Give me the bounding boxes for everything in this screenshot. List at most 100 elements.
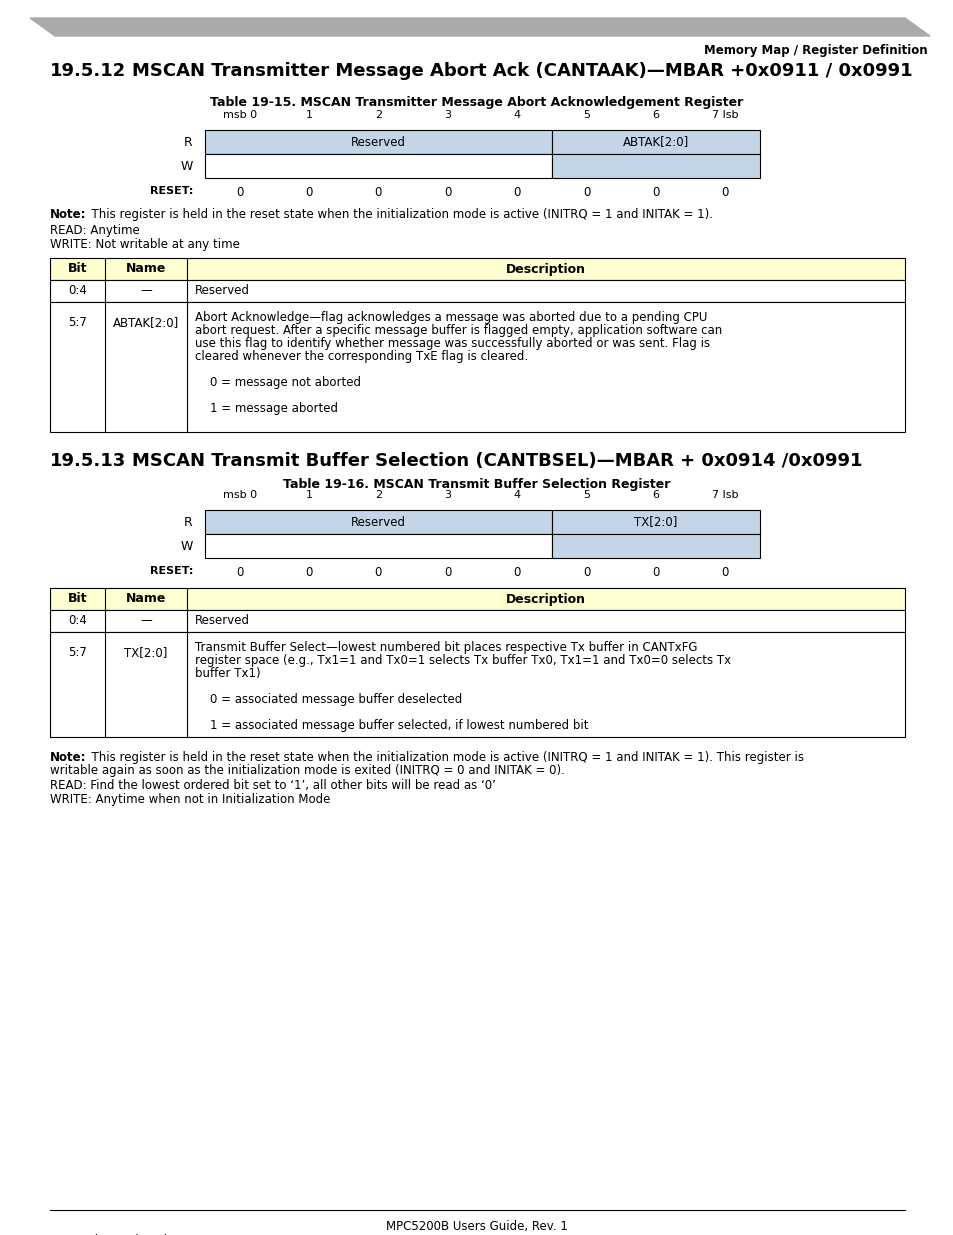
Text: Reserved: Reserved xyxy=(194,615,250,627)
Text: MSCAN Transmitter Message Abort Ack (CANTAAK)—MBAR +0x0911 / 0x0991: MSCAN Transmitter Message Abort Ack (CAN… xyxy=(132,62,912,80)
Bar xyxy=(551,534,760,558)
Text: 5: 5 xyxy=(582,110,590,120)
Text: 2: 2 xyxy=(375,110,381,120)
Text: 0: 0 xyxy=(235,566,243,579)
Text: ABTAK[2:0]: ABTAK[2:0] xyxy=(622,136,688,148)
Text: 0: 0 xyxy=(720,186,728,199)
Text: register space (e.g., Tx1=1 and Tx0=1 selects Tx buffer Tx0, Tx1=1 and Tx0=0 sel: register space (e.g., Tx1=1 and Tx0=1 se… xyxy=(194,655,730,667)
Text: 0: 0 xyxy=(513,186,520,199)
Text: 3: 3 xyxy=(444,490,451,500)
Text: WRITE: Anytime when not in Initialization Mode: WRITE: Anytime when not in Initializatio… xyxy=(50,793,330,806)
Text: use this flag to identify whether message was successfully aborted or was sent. : use this flag to identify whether messag… xyxy=(194,337,709,350)
Text: This register is held in the reset state when the initialization mode is active : This register is held in the reset state… xyxy=(84,207,712,221)
Bar xyxy=(205,510,551,534)
Text: 4: 4 xyxy=(513,490,520,500)
Text: Description: Description xyxy=(505,263,585,275)
Text: 0 = message not aborted: 0 = message not aborted xyxy=(194,375,360,389)
Text: W: W xyxy=(180,159,193,173)
Text: msb 0: msb 0 xyxy=(222,110,256,120)
Text: Reserved: Reserved xyxy=(351,515,406,529)
Text: MSCAN Transmit Buffer Selection (CANTBSEL)—MBAR + 0x0914 /0x0991: MSCAN Transmit Buffer Selection (CANTBSE… xyxy=(132,452,862,471)
Text: Bit: Bit xyxy=(68,593,87,605)
Text: TX[2:0]: TX[2:0] xyxy=(634,515,677,529)
Text: Memory Map / Register Definition: Memory Map / Register Definition xyxy=(703,44,927,57)
Bar xyxy=(551,510,760,534)
Bar xyxy=(50,632,904,737)
Text: Table 19-15. MSCAN Transmitter Message Abort Acknowledgement Register: Table 19-15. MSCAN Transmitter Message A… xyxy=(211,96,742,109)
Text: 0: 0 xyxy=(375,566,382,579)
Text: Reserved: Reserved xyxy=(351,136,406,148)
Text: MPC5200B Users Guide, Rev. 1: MPC5200B Users Guide, Rev. 1 xyxy=(386,1220,567,1233)
Text: 7 lsb: 7 lsb xyxy=(711,490,738,500)
Text: 6: 6 xyxy=(652,110,659,120)
Text: 0: 0 xyxy=(582,186,590,199)
Bar xyxy=(50,303,904,432)
Bar xyxy=(205,534,551,558)
Text: 0:4: 0:4 xyxy=(68,615,87,627)
Text: 7 lsb: 7 lsb xyxy=(711,110,738,120)
Text: 0: 0 xyxy=(305,566,313,579)
Text: Note:: Note: xyxy=(50,207,87,221)
Text: Note:: Note: xyxy=(50,751,87,764)
Polygon shape xyxy=(30,19,929,36)
Text: 0: 0 xyxy=(444,566,451,579)
Text: 0: 0 xyxy=(582,566,590,579)
Text: 0: 0 xyxy=(652,186,659,199)
Text: 5: 5 xyxy=(582,490,590,500)
Text: RESET:: RESET: xyxy=(150,566,193,576)
Text: WRITE: Not writable at any time: WRITE: Not writable at any time xyxy=(50,238,239,251)
Text: 4: 4 xyxy=(513,110,520,120)
Text: 0: 0 xyxy=(652,566,659,579)
Text: msb 0: msb 0 xyxy=(222,490,256,500)
Bar xyxy=(205,130,551,154)
Text: 19.5.13: 19.5.13 xyxy=(50,452,126,471)
Bar xyxy=(50,610,904,632)
Bar xyxy=(50,258,904,280)
Bar xyxy=(551,130,760,154)
Text: 1: 1 xyxy=(305,110,313,120)
Text: 0: 0 xyxy=(720,566,728,579)
Bar xyxy=(551,154,760,178)
Text: W: W xyxy=(180,540,193,552)
Text: Transmit Buffer Select—lowest numbered bit places respective Tx buffer in CANTxF: Transmit Buffer Select—lowest numbered b… xyxy=(194,641,697,655)
Bar xyxy=(50,588,904,610)
Text: 6: 6 xyxy=(652,490,659,500)
Text: cleared whenever the corresponding TxE flag is cleared.: cleared whenever the corresponding TxE f… xyxy=(194,350,528,363)
Text: 0: 0 xyxy=(305,186,313,199)
Text: 5:7: 5:7 xyxy=(68,316,87,329)
Text: 0: 0 xyxy=(444,186,451,199)
Text: RESET:: RESET: xyxy=(150,186,193,196)
Text: abort request. After a specific message buffer is flagged empty, application sof: abort request. After a specific message … xyxy=(194,324,721,337)
Text: R: R xyxy=(184,515,193,529)
Text: 0: 0 xyxy=(235,186,243,199)
Text: 19.5.12: 19.5.12 xyxy=(50,62,126,80)
Text: buffer Tx1): buffer Tx1) xyxy=(194,667,260,680)
Text: 5:7: 5:7 xyxy=(68,646,87,659)
Text: This register is held in the reset state when the initialization mode is active : This register is held in the reset state… xyxy=(84,751,803,764)
Text: Description: Description xyxy=(505,593,585,605)
Text: 1 = message aborted: 1 = message aborted xyxy=(194,403,337,415)
Text: writable again as soon as the initialization mode is exited (INITRQ = 0 and INIT: writable again as soon as the initializa… xyxy=(50,764,564,777)
Text: R: R xyxy=(184,136,193,148)
Text: 0: 0 xyxy=(375,186,382,199)
Bar xyxy=(50,280,904,303)
Text: Bit: Bit xyxy=(68,263,87,275)
Text: Name: Name xyxy=(126,593,166,605)
Text: Abort Acknowledge—flag acknowledges a message was aborted due to a pending CPU: Abort Acknowledge—flag acknowledges a me… xyxy=(194,311,706,324)
Text: READ: Anytime: READ: Anytime xyxy=(50,224,139,237)
Text: Reserved: Reserved xyxy=(194,284,250,298)
Text: —: — xyxy=(140,615,152,627)
Bar xyxy=(205,154,551,178)
Text: READ: Find the lowest ordered bit set to ‘1’, all other bits will be read as ‘0’: READ: Find the lowest ordered bit set to… xyxy=(50,779,496,792)
Text: 3: 3 xyxy=(444,110,451,120)
Text: TX[2:0]: TX[2:0] xyxy=(124,646,168,659)
Text: ABTAK[2:0]: ABTAK[2:0] xyxy=(112,316,179,329)
Text: 2: 2 xyxy=(375,490,381,500)
Text: 1 = associated message buffer selected, if lowest numbered bit: 1 = associated message buffer selected, … xyxy=(194,719,588,732)
Text: 0:4: 0:4 xyxy=(68,284,87,298)
Text: —: — xyxy=(140,284,152,298)
Text: 1: 1 xyxy=(305,490,313,500)
Text: Table 19-16. MSCAN Transmit Buffer Selection Register: Table 19-16. MSCAN Transmit Buffer Selec… xyxy=(283,478,670,492)
Text: 0 = associated message buffer deselected: 0 = associated message buffer deselected xyxy=(194,693,462,706)
Text: Name: Name xyxy=(126,263,166,275)
